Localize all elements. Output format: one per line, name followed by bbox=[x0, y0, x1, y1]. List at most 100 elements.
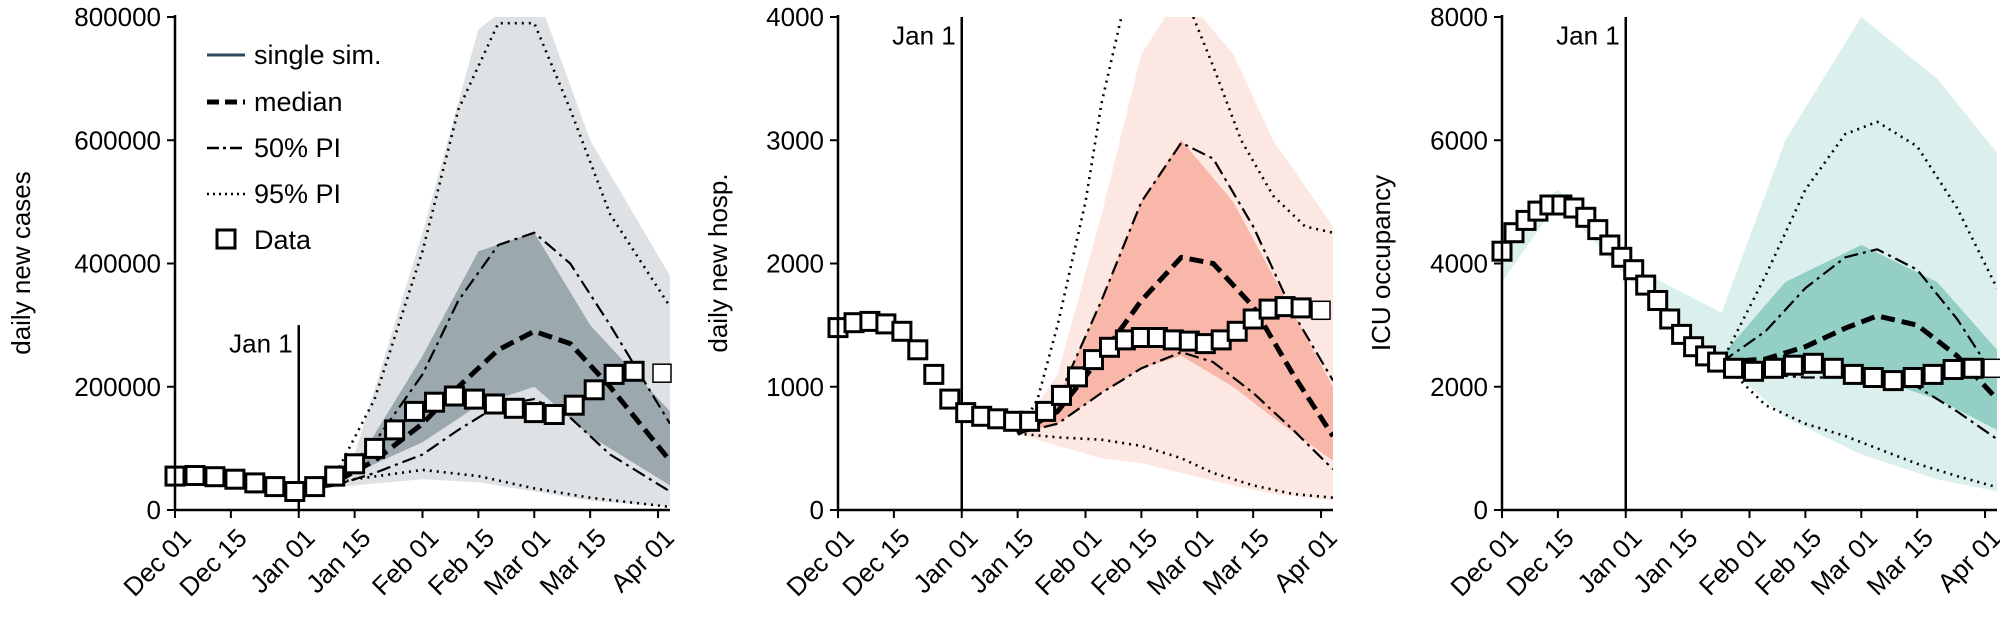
legend-label-single: single sim. bbox=[254, 40, 382, 70]
legend-swatch-data bbox=[215, 228, 237, 250]
data-point bbox=[1635, 274, 1657, 296]
y-tick-label: 6000 bbox=[1430, 125, 1488, 155]
jan1-label: Jan 1 bbox=[229, 329, 293, 359]
x-tick-label: Jan 15 bbox=[300, 523, 376, 599]
simulation-band-95 bbox=[1502, 17, 1997, 492]
data-point bbox=[244, 472, 266, 494]
data-point bbox=[1226, 320, 1248, 342]
median-line bbox=[298, 328, 670, 494]
jan1-marker-group: Jan 1 bbox=[229, 325, 300, 510]
x-tick-label: Apr 01 bbox=[1267, 523, 1342, 598]
simulation-band-95 bbox=[298, 17, 670, 507]
jan1-label: Jan 1 bbox=[892, 20, 956, 50]
x-tick-label: Apr 01 bbox=[604, 523, 679, 598]
data-markers bbox=[827, 296, 1331, 432]
y-tick-label: 1000 bbox=[766, 372, 824, 402]
data-point bbox=[404, 400, 425, 422]
data-point bbox=[1623, 259, 1645, 281]
y-tick-label: 4000 bbox=[766, 2, 824, 32]
legend-label-pi50: 50% PI bbox=[254, 133, 341, 163]
legend-label-median: median bbox=[254, 87, 343, 117]
data-point bbox=[1659, 308, 1681, 330]
x-tick-label: Jan 15 bbox=[1627, 523, 1703, 599]
simulation-band-95 bbox=[1017, 17, 1333, 501]
y-tick-label: 800000 bbox=[74, 2, 161, 32]
data-point bbox=[344, 453, 366, 475]
simulation-band-50 bbox=[1017, 140, 1333, 461]
pi95-line bbox=[298, 21, 670, 493]
data-markers bbox=[164, 360, 672, 502]
data-point bbox=[652, 363, 672, 383]
data-point bbox=[1763, 357, 1784, 379]
pi50-line bbox=[1720, 248, 1997, 382]
data-point bbox=[1962, 357, 1984, 379]
data-point bbox=[523, 402, 545, 424]
y-tick-label: 600000 bbox=[74, 125, 161, 155]
data-point bbox=[1922, 363, 1944, 385]
pi95-line bbox=[1016, 17, 1123, 435]
y-tick-label: 8000 bbox=[1430, 2, 1488, 32]
data-point bbox=[324, 465, 346, 487]
data-point bbox=[1942, 359, 1964, 380]
data-point bbox=[284, 481, 306, 502]
data-point bbox=[1311, 300, 1331, 321]
data-markers bbox=[1491, 194, 2000, 392]
simulation-band-group bbox=[298, 17, 670, 507]
y-axis-label-hosp: daily new hosp. bbox=[703, 173, 733, 352]
simulation-band-group bbox=[1017, 17, 1333, 501]
data-point bbox=[907, 339, 929, 361]
data-point bbox=[1822, 357, 1844, 379]
data-point bbox=[364, 437, 386, 459]
y-tick-label: 3000 bbox=[766, 125, 824, 155]
x-tick-label: Apr 01 bbox=[1931, 523, 2000, 598]
data-point bbox=[543, 404, 565, 425]
pi95-line bbox=[298, 468, 670, 509]
data-point bbox=[603, 363, 625, 385]
data-point bbox=[563, 394, 585, 416]
y-tick-label: 200000 bbox=[74, 372, 161, 402]
data-point bbox=[1723, 357, 1744, 379]
legend-label-data: Data bbox=[254, 225, 312, 255]
projection-lines bbox=[1016, 17, 1333, 499]
jan1-label: Jan 1 bbox=[1556, 20, 1620, 50]
y-axis-label-icu: ICU occupancy bbox=[1366, 175, 1396, 351]
median-line bbox=[1721, 313, 1997, 401]
y-tick-label: 0 bbox=[147, 495, 161, 525]
data-point bbox=[204, 466, 226, 488]
data-point bbox=[623, 360, 645, 382]
median-line bbox=[1016, 254, 1333, 438]
data-point bbox=[891, 320, 913, 342]
y-tick-label: 2000 bbox=[766, 249, 824, 279]
data-point bbox=[939, 388, 961, 410]
data-point bbox=[304, 476, 326, 498]
y-tick-label: 0 bbox=[1474, 495, 1488, 525]
pi95-line bbox=[1720, 361, 1997, 489]
data-point bbox=[1862, 367, 1884, 388]
data-point bbox=[1083, 349, 1104, 371]
x-tick-label: Jan 15 bbox=[963, 523, 1039, 599]
jan1-marker-group: Jan 1 bbox=[1556, 17, 1627, 510]
jan1-marker-group: Jan 1 bbox=[892, 17, 963, 510]
data-point bbox=[224, 468, 246, 490]
data-point bbox=[1067, 366, 1088, 388]
simulation-band-group bbox=[1502, 17, 1997, 492]
y-axis-label-cases: daily new cases bbox=[6, 171, 36, 355]
data-point bbox=[1743, 360, 1764, 382]
data-point bbox=[424, 391, 445, 413]
data-point bbox=[1802, 352, 1824, 374]
data-point bbox=[1882, 370, 1904, 392]
legend: single sim. median 50% PI 95% PI Data bbox=[207, 40, 382, 255]
data-point bbox=[1647, 290, 1669, 311]
pi95-line bbox=[1192, 17, 1333, 234]
data-point bbox=[1290, 297, 1312, 319]
data-point bbox=[1782, 354, 1804, 376]
data-point bbox=[1842, 363, 1864, 385]
data-point bbox=[1051, 384, 1072, 406]
y-tick-label: 2000 bbox=[1430, 372, 1488, 402]
data-point bbox=[583, 379, 605, 401]
data-point bbox=[1035, 400, 1057, 422]
data-point bbox=[384, 419, 406, 441]
legend-label-pi95: 95% PI bbox=[254, 179, 341, 209]
data-point bbox=[483, 393, 505, 415]
